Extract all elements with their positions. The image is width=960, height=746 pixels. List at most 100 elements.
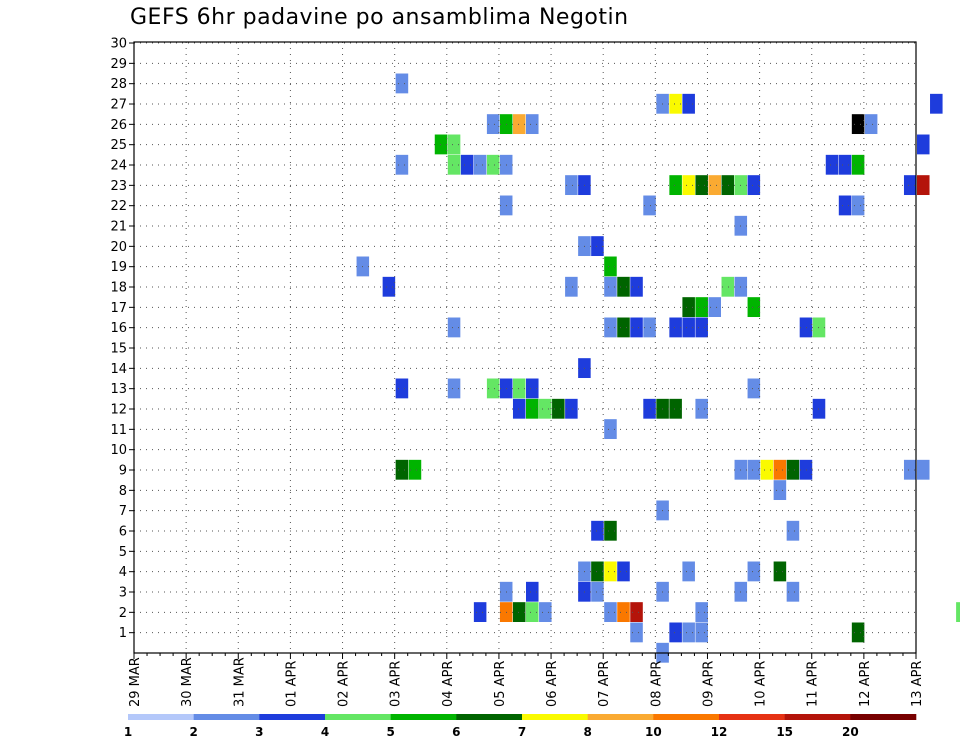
chart-title: GEFS 6hr padavine po ansamblima Negotin: [130, 5, 629, 30]
data-cell: [669, 175, 682, 196]
data-cell: [695, 398, 708, 419]
data-cell: [604, 419, 617, 440]
y-tick-label: 18: [110, 281, 127, 296]
data-cell: [695, 297, 708, 318]
x-tick-label: 31 MAR: [232, 657, 247, 707]
data-cell: [630, 317, 643, 338]
data-cell: [604, 256, 617, 277]
y-tick-label: 11: [110, 423, 127, 438]
data-cell: [617, 561, 630, 582]
data-cell: [708, 297, 721, 318]
x-tick-label: 09 APR: [701, 661, 716, 707]
data-cell: [695, 602, 708, 623]
colorbar-label: 3: [255, 725, 263, 739]
data-cell: [747, 561, 761, 582]
x-tick-label: 02 APR: [337, 661, 352, 707]
data-cell: [799, 459, 813, 480]
colorbar-swatch: [128, 714, 194, 720]
data-cell: [695, 317, 708, 338]
y-tick-label: 5: [119, 545, 127, 560]
data-cell: [447, 378, 461, 399]
data-cell: [903, 459, 917, 480]
data-cell: [486, 378, 500, 399]
data-cell: [565, 398, 578, 419]
data-cell: [395, 459, 409, 480]
data-cell: [760, 459, 774, 480]
grid-lines: [134, 42, 916, 653]
data-cell: [721, 276, 735, 297]
colorbar-swatch: [587, 714, 654, 720]
data-cell: [604, 602, 617, 623]
data-cell: [669, 622, 682, 643]
data-cell: [682, 297, 695, 318]
data-cell: [395, 378, 409, 399]
y-tick-label: 23: [110, 179, 127, 194]
y-tick-label: 6: [119, 525, 127, 540]
data-cell: [526, 114, 539, 135]
data-cell: [917, 134, 930, 155]
colorbar-label: 7: [518, 725, 526, 739]
x-tick-label: 06 APR: [545, 661, 560, 707]
data-cell: [617, 602, 630, 623]
data-cell: [682, 622, 695, 643]
data-cell: [604, 276, 617, 297]
data-cell: [617, 317, 630, 338]
x-tick-label: 01 APR: [284, 661, 299, 707]
y-tick-label: 13: [110, 382, 127, 397]
data-cell: [434, 134, 448, 155]
colorbar-label: 4: [321, 725, 329, 739]
y-tick-label: 24: [110, 159, 127, 174]
data-cell: [630, 276, 643, 297]
data-cell: [721, 175, 735, 196]
data-cell: [643, 398, 656, 419]
colorbar-swatch: [193, 714, 260, 720]
data-cell: [591, 581, 604, 602]
y-tick-label: 7: [119, 504, 127, 519]
data-cell: [838, 154, 852, 175]
data-cell: [786, 520, 800, 541]
data-cell: [447, 317, 461, 338]
y-tick-label: 28: [110, 77, 127, 92]
colorbar-label: 5: [386, 725, 394, 739]
data-cell: [930, 93, 943, 114]
colorbar-swatch: [390, 714, 457, 720]
data-cell: [799, 317, 813, 338]
data-cell: [773, 561, 787, 582]
y-axis: 1234567891011121314151617181920212223242…: [110, 37, 134, 641]
data-cell: [682, 561, 695, 582]
x-tick-label: 11 APR: [806, 661, 821, 707]
data-cells: [356, 73, 960, 663]
data-cell: [591, 236, 604, 257]
y-tick-label: 21: [110, 220, 127, 235]
colorbar-label: 15: [776, 725, 793, 739]
x-tick-label: 04 APR: [441, 661, 456, 707]
y-tick-label: 27: [110, 98, 127, 113]
y-tick-label: 17: [110, 301, 127, 316]
x-tick-label: 10 APR: [754, 661, 769, 707]
data-cell: [630, 622, 643, 643]
y-tick-label: 3: [119, 586, 127, 601]
data-cell: [747, 459, 761, 480]
y-tick-label: 9: [119, 464, 127, 479]
data-cell: [526, 398, 539, 419]
data-cell: [565, 276, 578, 297]
data-cell: [539, 602, 552, 623]
data-cell: [526, 602, 539, 623]
y-tick-label: 1: [119, 626, 127, 641]
data-cell: [408, 459, 422, 480]
data-cell: [838, 195, 852, 216]
x-tick-label: 07 APR: [597, 661, 612, 707]
data-cell: [903, 175, 917, 196]
data-cell: [512, 602, 526, 623]
colorbar-swatch: [259, 714, 326, 720]
data-cell: [682, 317, 695, 338]
x-tick-label: 08 APR: [649, 661, 664, 707]
data-cell: [539, 398, 552, 419]
x-tick-label: 30 MAR: [180, 657, 195, 707]
data-cell: [682, 93, 695, 114]
data-cell: [643, 317, 656, 338]
data-cell: [643, 195, 656, 216]
colorbar-swatch: [456, 714, 523, 720]
data-cell: [747, 175, 761, 196]
y-tick-label: 10: [110, 443, 127, 458]
